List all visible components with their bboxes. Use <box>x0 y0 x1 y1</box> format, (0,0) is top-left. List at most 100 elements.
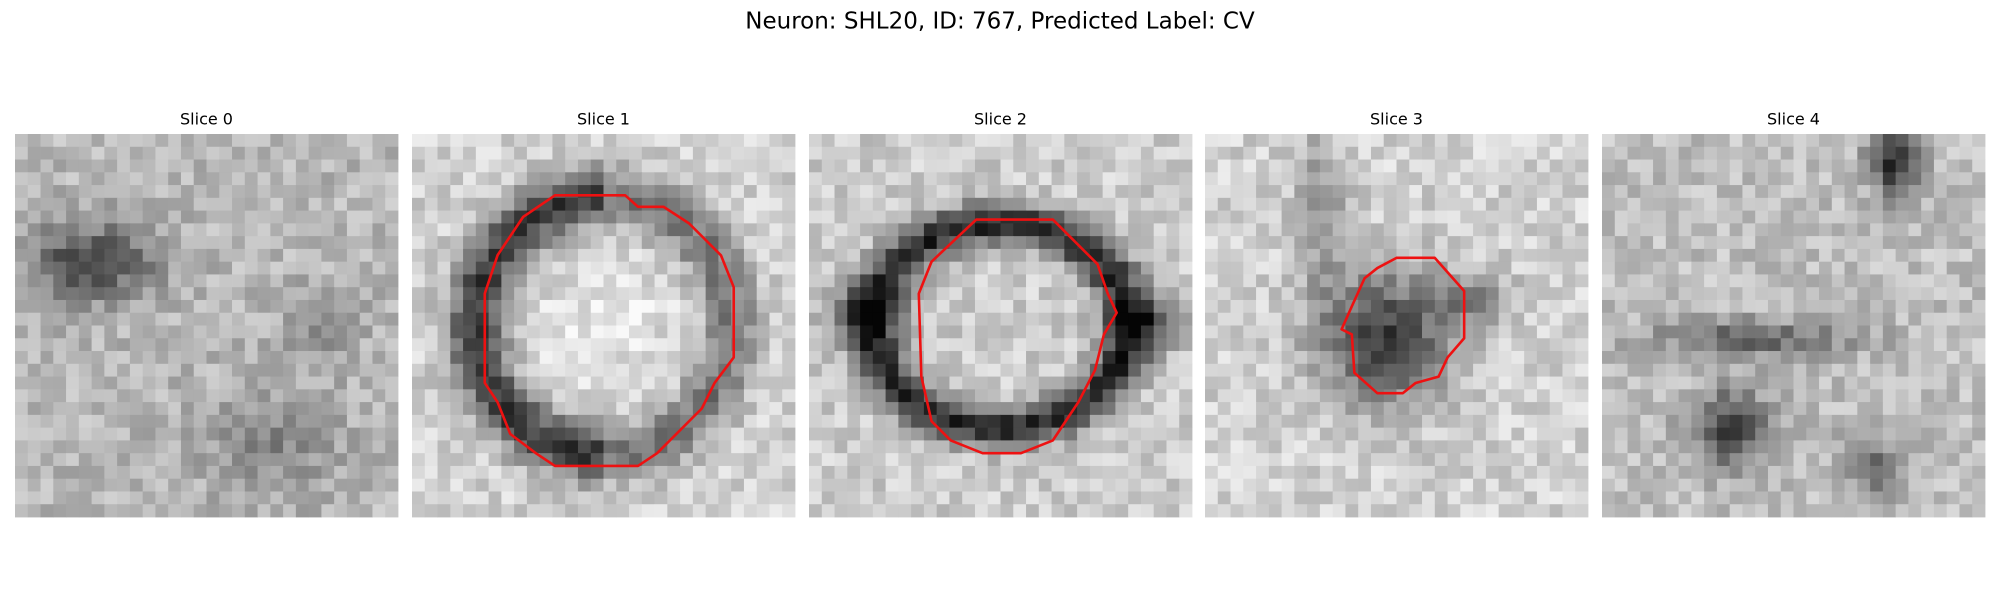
pixel <box>1691 389 1705 403</box>
pixel <box>603 261 617 275</box>
pixel <box>1409 236 1423 250</box>
pixel <box>1857 274 1871 288</box>
pixel <box>769 146 783 160</box>
pixel <box>962 402 976 416</box>
pixel <box>1383 440 1397 454</box>
pixel <box>1921 210 1935 224</box>
pixel <box>731 389 745 403</box>
pixel <box>15 325 29 339</box>
pixel <box>1972 325 1986 339</box>
pixel <box>1370 287 1385 301</box>
pixel <box>1345 402 1359 416</box>
pixel <box>1077 261 1091 275</box>
pixel <box>66 159 80 173</box>
pixel <box>1793 223 1807 237</box>
pixel <box>821 325 835 339</box>
pixel <box>488 210 502 224</box>
pixel <box>53 351 67 365</box>
pixel <box>1038 465 1052 480</box>
pixel <box>1691 363 1705 377</box>
pixel <box>962 274 976 288</box>
pixel <box>1128 453 1142 467</box>
pixel <box>1256 363 1270 377</box>
pixel <box>27 453 41 467</box>
pixel <box>142 491 156 505</box>
pixel <box>936 274 950 288</box>
pixel <box>1640 248 1654 263</box>
pixel <box>872 223 886 237</box>
pixel <box>1396 223 1410 237</box>
pixel <box>603 376 617 390</box>
pixel <box>1281 478 1295 492</box>
pixel <box>514 325 528 339</box>
pixel <box>40 325 54 339</box>
pixel <box>168 351 182 365</box>
pixel <box>743 402 758 416</box>
pixel <box>1793 325 1807 339</box>
pixel <box>1268 172 1282 186</box>
pixel <box>629 427 643 441</box>
pixel <box>1396 491 1410 505</box>
pixel <box>1678 261 1692 275</box>
pixel <box>1602 159 1616 173</box>
pixel <box>731 363 745 377</box>
pixel <box>1511 299 1525 314</box>
pixel <box>809 287 823 301</box>
pixel <box>488 453 502 467</box>
pixel <box>1473 363 1487 377</box>
pixel <box>1281 491 1295 505</box>
pixel <box>962 465 976 480</box>
pixel <box>834 351 848 365</box>
pixel <box>257 478 271 492</box>
pixel <box>821 236 835 250</box>
pixel <box>1230 210 1244 224</box>
pixel <box>78 389 92 403</box>
pixel <box>142 376 156 390</box>
pixel <box>1729 197 1743 211</box>
pixel <box>923 427 938 441</box>
pixel <box>667 185 681 199</box>
pixel <box>1013 427 1027 441</box>
pixel <box>1473 504 1487 518</box>
pixel <box>1946 261 1960 275</box>
pixel <box>334 185 348 199</box>
pixel <box>180 351 195 365</box>
pixel <box>1882 134 1897 148</box>
pixel <box>565 287 579 301</box>
pixel <box>603 465 617 480</box>
pixel <box>1627 427 1641 441</box>
pixel <box>1256 351 1270 365</box>
pixel <box>1485 185 1500 199</box>
pixel <box>847 172 861 186</box>
pixel <box>1691 491 1705 505</box>
pixel <box>1729 478 1743 492</box>
pixel <box>1230 376 1244 390</box>
pixel <box>1447 312 1461 326</box>
pixel <box>1536 414 1551 429</box>
pixel <box>769 210 783 224</box>
pixel <box>1524 376 1538 390</box>
pixel <box>1908 478 1922 492</box>
pixel <box>539 210 553 224</box>
pixel <box>756 261 770 275</box>
pixel <box>424 197 438 211</box>
pixel <box>1140 223 1155 237</box>
pixel <box>334 248 348 263</box>
pixel <box>1000 325 1014 339</box>
pixel <box>526 172 541 186</box>
pixel <box>1345 223 1359 237</box>
pixel <box>1102 312 1116 326</box>
pixel <box>1933 389 1948 403</box>
pixel <box>1895 402 1909 416</box>
pixel <box>1549 338 1563 352</box>
pixel <box>692 363 707 377</box>
pixel <box>1038 185 1052 199</box>
pixel <box>193 453 207 467</box>
pixel <box>552 414 566 429</box>
pixel <box>1102 185 1116 199</box>
pixel <box>1933 491 1948 505</box>
pixel <box>1217 376 1231 390</box>
pixel <box>1524 351 1538 365</box>
pixel <box>1128 159 1142 173</box>
pixel <box>514 427 528 441</box>
